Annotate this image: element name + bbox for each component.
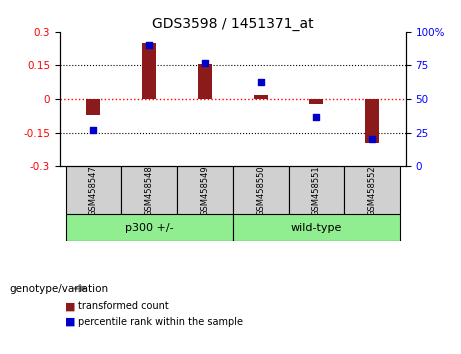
- Text: GSM458551: GSM458551: [312, 165, 321, 216]
- Text: GSM458547: GSM458547: [89, 165, 98, 216]
- Text: p300 +/-: p300 +/-: [125, 223, 173, 233]
- Point: [201, 60, 209, 65]
- Bar: [142, 43, 156, 99]
- Bar: [121, 166, 177, 214]
- Text: GSM458550: GSM458550: [256, 165, 265, 216]
- Point: [90, 127, 97, 133]
- Title: GDS3598 / 1451371_at: GDS3598 / 1451371_at: [152, 17, 313, 31]
- Bar: [65, 214, 233, 241]
- Bar: [289, 166, 344, 214]
- Point: [257, 79, 264, 85]
- Bar: [365, 99, 379, 143]
- Text: genotype/variation: genotype/variation: [9, 284, 108, 293]
- Bar: [233, 214, 400, 241]
- Point: [146, 42, 153, 48]
- Text: ■: ■: [65, 317, 75, 327]
- Text: percentile rank within the sample: percentile rank within the sample: [78, 317, 243, 327]
- Bar: [309, 99, 324, 104]
- Bar: [65, 166, 121, 214]
- Text: GSM458549: GSM458549: [201, 165, 209, 216]
- Bar: [233, 166, 289, 214]
- Text: wild-type: wild-type: [291, 223, 342, 233]
- Text: ■: ■: [65, 301, 75, 311]
- Text: GSM458548: GSM458548: [145, 165, 154, 216]
- Bar: [344, 166, 400, 214]
- Point: [313, 114, 320, 119]
- Text: transformed count: transformed count: [78, 301, 169, 311]
- Point: [368, 137, 376, 142]
- Bar: [177, 166, 233, 214]
- Bar: [198, 64, 212, 99]
- Text: GSM458552: GSM458552: [368, 165, 377, 216]
- Bar: [86, 99, 100, 115]
- Bar: [254, 95, 268, 99]
